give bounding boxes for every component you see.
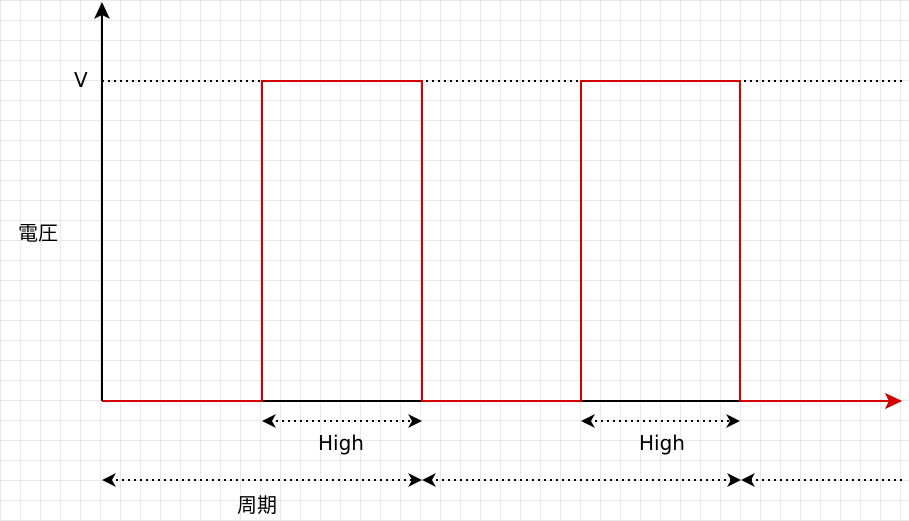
high-label-1: High bbox=[318, 431, 364, 455]
high-span-arrow-2 bbox=[581, 414, 740, 428]
period-span-arrow-3 bbox=[741, 473, 905, 487]
high-label-2: High bbox=[639, 431, 685, 455]
period-span-arrow-1 bbox=[102, 473, 422, 487]
y-axis-arrow-icon bbox=[94, 2, 110, 19]
signal-arrow-icon bbox=[885, 393, 902, 409]
high-span-arrow-1 bbox=[262, 414, 422, 428]
voltage-axis-label: 電圧 bbox=[18, 221, 58, 245]
period-span-arrow-2 bbox=[422, 473, 741, 487]
period-label: 周期 bbox=[237, 493, 277, 517]
v-level-label: V bbox=[74, 68, 88, 92]
square-wave-signal bbox=[102, 80, 895, 402]
